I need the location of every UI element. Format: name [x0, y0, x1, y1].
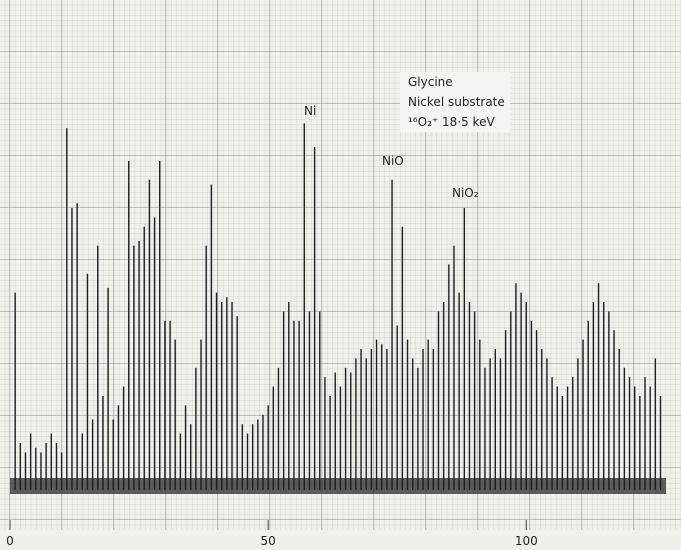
peak-label: NiO — [382, 154, 404, 168]
baseline-noise — [10, 478, 666, 494]
label-box — [400, 72, 510, 132]
annotation: Glycine — [408, 75, 453, 89]
x-tick-label: 0 — [6, 534, 14, 548]
peak-label: Ni — [304, 104, 316, 118]
annotation: Nickel substrate — [408, 95, 505, 109]
x-tick-label: 100 — [515, 534, 538, 548]
annotation: ¹⁶O₂⁺ 18·5 keV — [408, 115, 495, 129]
x-tick-label: 50 — [260, 534, 275, 548]
peak-label: NiO₂ — [452, 186, 479, 200]
